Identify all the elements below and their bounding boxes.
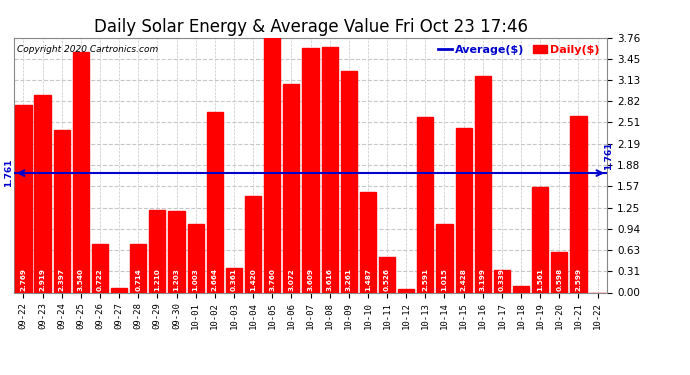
Text: 0.598: 0.598	[556, 268, 562, 291]
Bar	[92, 243, 108, 292]
Text: 3.072: 3.072	[288, 268, 295, 291]
Bar	[168, 211, 185, 292]
Text: 2.769: 2.769	[21, 268, 26, 291]
Text: 1.761: 1.761	[4, 159, 13, 188]
Bar	[15, 105, 32, 292]
Bar	[207, 112, 223, 292]
Bar	[475, 75, 491, 292]
Text: 1.003: 1.003	[193, 268, 199, 291]
Text: Copyright 2020 Cartronics.com: Copyright 2020 Cartronics.com	[17, 45, 158, 54]
Text: 1.015: 1.015	[442, 268, 448, 291]
Bar	[417, 117, 433, 292]
Bar	[111, 288, 127, 292]
Bar	[149, 210, 166, 292]
Bar	[551, 252, 567, 292]
Text: 0.526: 0.526	[384, 268, 390, 291]
Text: 3.540: 3.540	[78, 268, 83, 291]
Text: 2.397: 2.397	[59, 268, 65, 291]
Bar	[436, 224, 453, 292]
Bar	[34, 94, 50, 292]
Text: 1.420: 1.420	[250, 268, 256, 291]
Bar	[341, 71, 357, 292]
Bar	[379, 257, 395, 292]
Text: 2.599: 2.599	[575, 268, 582, 291]
Text: 0.722: 0.722	[97, 268, 103, 291]
Text: 1.203: 1.203	[173, 268, 179, 291]
Text: 0.339: 0.339	[499, 268, 505, 291]
Text: 1.487: 1.487	[365, 268, 371, 291]
Bar	[359, 192, 376, 292]
Title: Daily Solar Energy & Average Value Fri Oct 23 17:46: Daily Solar Energy & Average Value Fri O…	[94, 18, 527, 36]
Bar	[54, 130, 70, 292]
Legend: Average($), Daily($): Average($), Daily($)	[436, 43, 602, 57]
Bar	[226, 268, 242, 292]
Bar	[72, 53, 89, 292]
Text: 3.199: 3.199	[480, 268, 486, 291]
Text: 1.761: 1.761	[604, 142, 613, 170]
Text: 1.210: 1.210	[155, 268, 160, 291]
Bar	[322, 47, 338, 292]
Text: 0.361: 0.361	[231, 268, 237, 291]
Bar	[455, 128, 472, 292]
Text: 1.561: 1.561	[538, 268, 543, 291]
Bar	[494, 270, 510, 292]
Text: 3.261: 3.261	[346, 268, 352, 291]
Text: 0.714: 0.714	[135, 268, 141, 291]
Bar	[513, 286, 529, 292]
Bar	[130, 244, 146, 292]
Bar	[283, 84, 299, 292]
Bar	[398, 289, 415, 292]
Text: 2.664: 2.664	[212, 268, 218, 291]
Bar	[532, 187, 549, 292]
Bar	[188, 225, 204, 292]
Bar	[302, 48, 319, 292]
Bar	[571, 116, 586, 292]
Text: 3.609: 3.609	[308, 268, 313, 291]
Bar	[264, 38, 280, 292]
Text: 3.616: 3.616	[326, 268, 333, 291]
Text: 3.760: 3.760	[269, 268, 275, 291]
Text: 2.428: 2.428	[461, 268, 466, 291]
Bar	[245, 196, 262, 292]
Text: 2.919: 2.919	[39, 268, 46, 291]
Text: 2.591: 2.591	[422, 268, 428, 291]
